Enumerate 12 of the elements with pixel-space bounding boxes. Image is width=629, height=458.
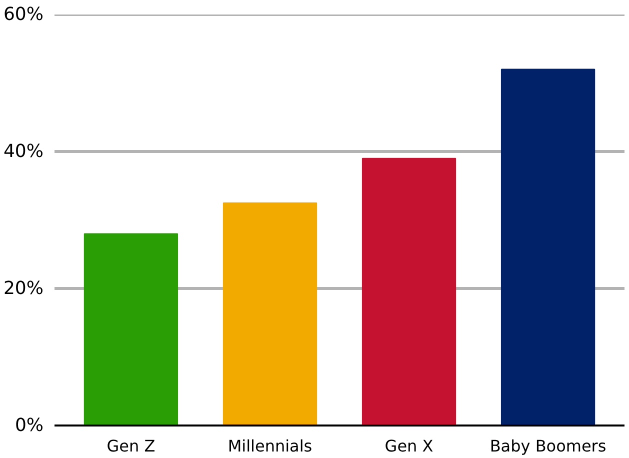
- x-tick-label: Millennials: [228, 436, 312, 456]
- y-tick-label: 20%: [3, 278, 44, 299]
- x-tick-label: Gen Z: [106, 436, 156, 456]
- bar: [500, 68, 596, 426]
- y-tick-label: 0%: [14, 415, 44, 436]
- bar: [222, 202, 318, 426]
- x-tick-label: Baby Boomers: [490, 436, 606, 456]
- bar: [84, 233, 178, 426]
- bar: [362, 158, 456, 426]
- x-tick-label: Gen X: [384, 436, 434, 456]
- y-tick-label: 60%: [3, 4, 44, 25]
- y-tick-label: 40%: [3, 141, 44, 162]
